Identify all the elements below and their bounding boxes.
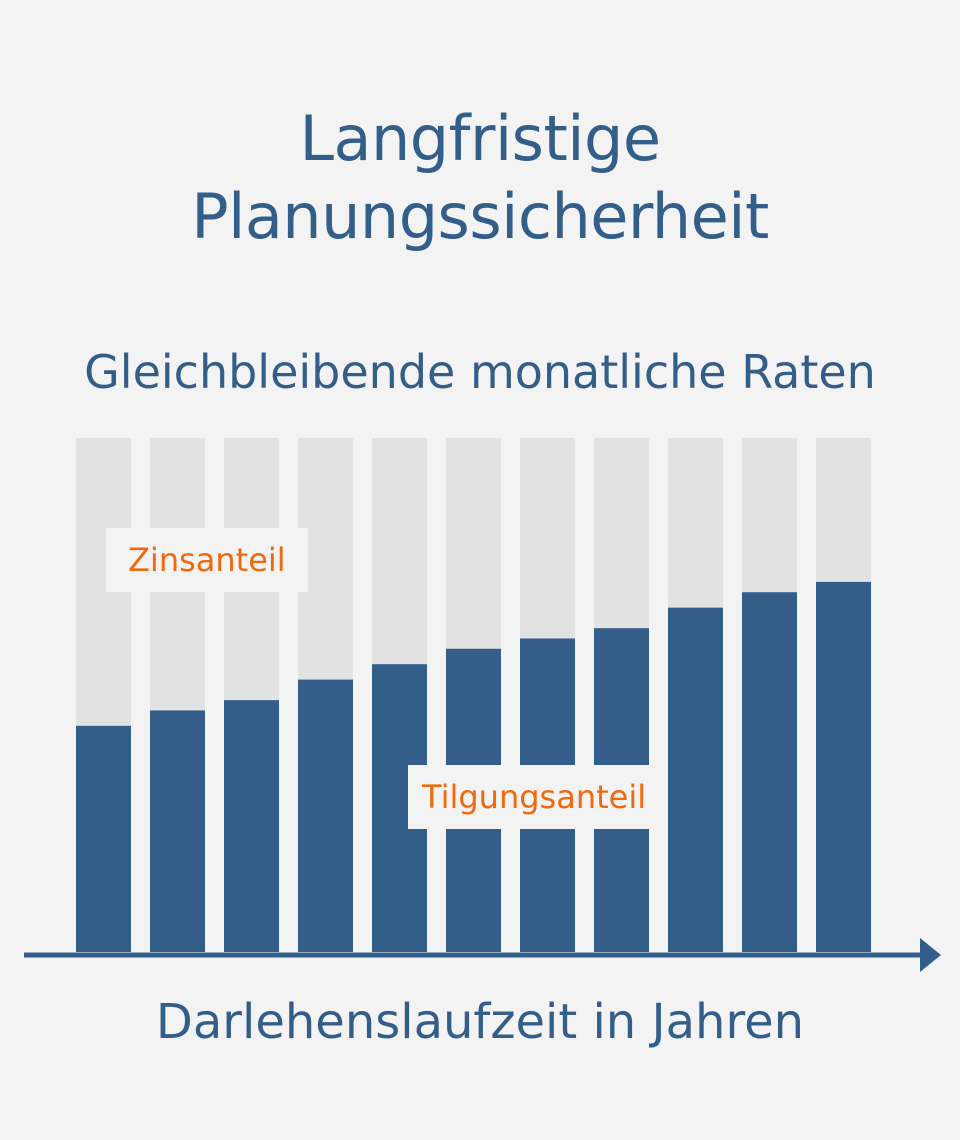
chart-title-line-1: Langfristige	[299, 102, 661, 175]
bar-tilgungsanteil-3	[224, 700, 279, 952]
bar-zinsanteil-10	[742, 438, 797, 593]
chart-subtitle: Gleichbleibende monatliche Raten	[84, 345, 876, 399]
bar-zinsanteil-11	[816, 438, 871, 582]
bar-tilgungsanteil-4	[298, 679, 353, 952]
x-axis-label: Darlehenslaufzeit in Jahren	[155, 994, 805, 1050]
legend-label-tilgungsanteil: Tilgungsanteil	[408, 765, 661, 829]
bar-zinsanteil-5	[372, 438, 427, 665]
bar-tilgungsanteil-11	[816, 581, 871, 952]
bars-group	[76, 438, 871, 952]
x-axis-arrow-icon	[920, 938, 941, 972]
bar-tilgungsanteil-2	[150, 710, 205, 952]
bar-tilgungsanteil-10	[742, 592, 797, 952]
chart-title: Langfristige Planungssicherheit	[0, 100, 960, 256]
legend-label-zinsanteil: Zinsanteil	[106, 528, 308, 592]
bar-tilgungsanteil-1	[76, 725, 131, 952]
bar-zinsanteil-7	[520, 438, 575, 639]
x-axis	[24, 938, 941, 972]
bar-zinsanteil-9	[668, 438, 723, 608]
bar-zinsanteil-6	[446, 438, 501, 649]
chart-title-line-2: Planungssicherheit	[191, 180, 769, 253]
bar-tilgungsanteil-9	[668, 607, 723, 952]
bar-zinsanteil-8	[594, 438, 649, 629]
